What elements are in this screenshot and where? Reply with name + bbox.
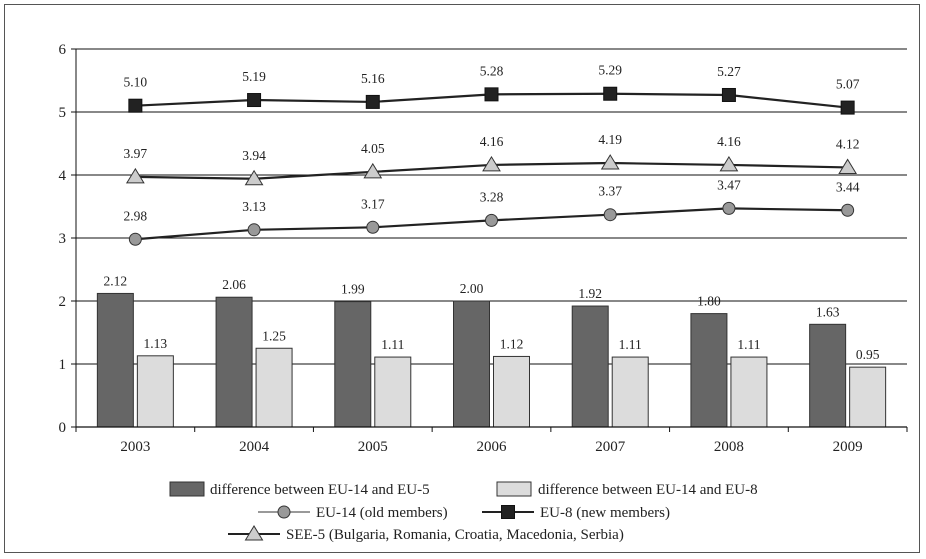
series-marker [247, 93, 262, 108]
legend-label: EU-8 (new members) [540, 505, 670, 521]
bar [374, 356, 412, 428]
bar-data-label: 1.63 [816, 304, 840, 319]
line-data-label: 3.37 [598, 184, 622, 199]
line-data-label: 3.44 [836, 179, 860, 194]
legend-label: difference between EU-14 and EU-8 [538, 482, 758, 498]
y-tick-label: 1 [59, 357, 67, 373]
line-data-label: 5.16 [361, 71, 385, 86]
series-marker [125, 167, 145, 184]
bar [215, 296, 253, 428]
line-data-label: 3.17 [361, 196, 385, 211]
bar-data-label: 2.12 [104, 273, 128, 288]
series-marker [722, 201, 736, 215]
line-data-label: 3.97 [124, 146, 148, 161]
bar [730, 356, 768, 428]
legend-label: EU-14 (old members) [316, 505, 448, 521]
chart-frame [4, 4, 920, 553]
legend-marker [501, 505, 515, 519]
line-data-label: 3.13 [242, 199, 266, 214]
line-data-label: 3.47 [717, 177, 741, 192]
line-data-label: 2.98 [124, 208, 148, 223]
y-tick-label: 4 [59, 168, 67, 184]
x-tick-label: 2003 [120, 439, 150, 455]
series-marker [841, 203, 855, 217]
line-data-label: 4.16 [717, 134, 741, 149]
bar [809, 323, 847, 428]
line-data-label: 4.16 [480, 134, 504, 149]
line-data-label: 5.27 [717, 64, 741, 79]
x-tick-label: 2006 [477, 439, 508, 455]
series-marker [721, 87, 736, 102]
line-data-label: 4.05 [361, 141, 385, 156]
bar [849, 366, 887, 428]
bar-data-label: 1.25 [262, 328, 286, 343]
line-data-label: 4.19 [598, 132, 622, 147]
series-marker [600, 154, 620, 170]
legend-swatch [496, 481, 532, 497]
legend-label: difference between EU-14 and EU-5 [210, 482, 430, 498]
series-marker [603, 86, 618, 101]
line-data-label: 5.10 [124, 75, 148, 90]
line-data-label: 5.07 [836, 77, 860, 92]
line-data-label: 3.94 [242, 148, 266, 163]
series-marker [482, 155, 501, 172]
series-marker [603, 208, 617, 222]
bar [571, 305, 609, 428]
bar [334, 301, 372, 428]
series-marker [366, 220, 380, 234]
bar [453, 300, 490, 428]
line-data-label: 5.28 [480, 63, 504, 78]
series-marker [840, 100, 855, 115]
bar-data-label: 1.99 [341, 282, 365, 297]
bar-data-label: 0.95 [856, 347, 880, 362]
bar-data-label: 1.12 [500, 336, 524, 351]
bar-data-label: 1.13 [144, 336, 168, 351]
bar [690, 313, 728, 428]
x-tick-label: 2007 [595, 439, 626, 455]
legend-label: SEE-5 (Bulgaria, Romania, Croatia, Maced… [286, 527, 624, 543]
series-marker [838, 158, 858, 174]
series-marker [128, 232, 142, 246]
bar-data-label: 1.11 [619, 337, 642, 352]
bar [611, 356, 649, 428]
y-tick-label: 5 [59, 105, 67, 121]
bar-data-label: 1.11 [381, 337, 404, 352]
bar [136, 355, 174, 428]
bar-data-label: 2.06 [222, 277, 246, 292]
bar [96, 292, 134, 428]
bar-data-label: 2.00 [460, 281, 484, 296]
series-marker [485, 213, 498, 227]
y-tick-label: 6 [59, 42, 67, 58]
y-tick-label: 3 [59, 231, 67, 247]
series-marker [484, 87, 499, 102]
line-data-label: 5.29 [598, 63, 622, 78]
line-data-label: 5.19 [242, 69, 266, 84]
bar [255, 347, 293, 428]
line-data-label: 3.28 [480, 189, 504, 204]
series-marker [247, 223, 261, 237]
bar [493, 355, 530, 428]
series-marker [363, 162, 383, 179]
x-tick-label: 2008 [714, 439, 744, 455]
series-marker [244, 169, 264, 186]
x-tick-label: 2004 [239, 439, 270, 455]
legend-marker [277, 505, 291, 519]
series-marker [128, 98, 143, 113]
x-tick-label: 2005 [358, 439, 388, 455]
bar-data-label: 1.80 [697, 294, 721, 309]
y-tick-label: 2 [59, 294, 67, 310]
bar-data-label: 1.92 [578, 286, 602, 301]
series-marker [719, 155, 739, 172]
y-tick-label: 0 [59, 420, 67, 436]
line-data-label: 4.12 [836, 136, 860, 151]
x-tick-label: 2009 [833, 439, 863, 455]
legend-marker [244, 525, 264, 541]
legend-swatch [169, 481, 205, 497]
bar-data-label: 1.11 [737, 337, 760, 352]
series-marker [365, 94, 380, 109]
